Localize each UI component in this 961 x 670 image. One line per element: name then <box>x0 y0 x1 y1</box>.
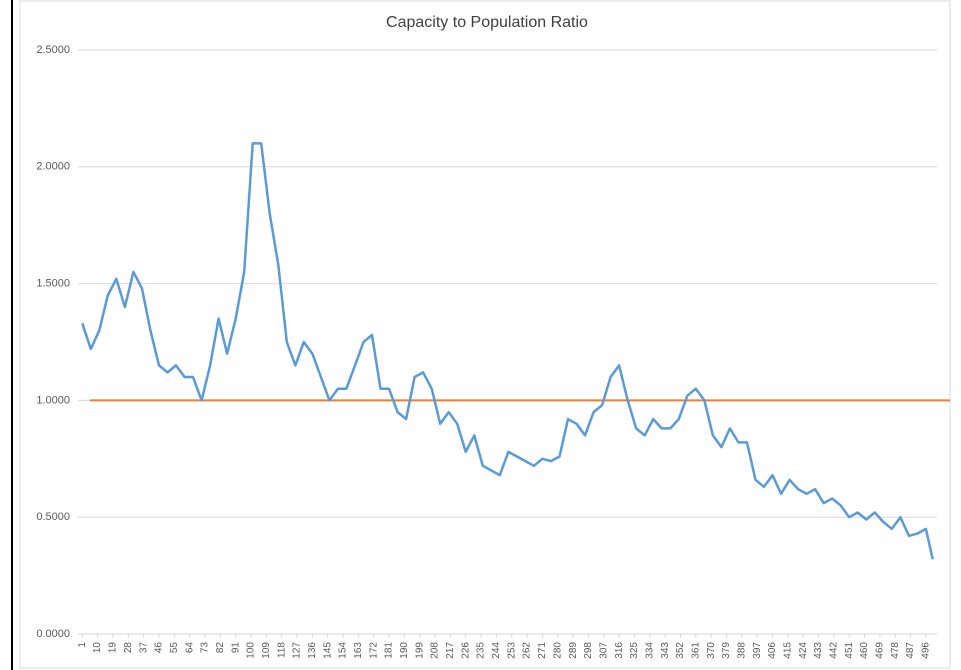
chart-frame <box>19 0 951 669</box>
x-tick-label: 82 <box>215 642 226 654</box>
x-tick-label: 325 <box>629 642 640 659</box>
x-tick-label: 190 <box>399 642 410 659</box>
x-tick-label: 226 <box>460 642 471 659</box>
x-tick-label: 118 <box>276 642 287 658</box>
x-tick-label: 262 <box>522 642 533 659</box>
x-tick-label: 208 <box>430 642 441 659</box>
y-tick-label: 1.5000 <box>36 278 70 290</box>
x-tick-label: 28 <box>123 642 134 654</box>
chart-title: Capacity to Population Ratio <box>386 14 588 31</box>
x-tick-label: 307 <box>598 642 609 659</box>
x-tick-label: 181 <box>384 642 395 659</box>
x-tick-label: 199 <box>414 642 425 659</box>
x-tick-label: 442 <box>829 642 840 659</box>
x-tick-label: 46 <box>154 642 165 654</box>
x-tick-label: 100 <box>246 642 257 659</box>
x-tick-label: 298 <box>583 642 594 659</box>
x-tick-label: 433 <box>813 642 824 659</box>
x-tick-label: 244 <box>491 642 502 659</box>
x-tick-label: 19 <box>108 642 119 654</box>
y-tick-label: 0.5000 <box>36 511 70 523</box>
x-tick-label: 1 <box>77 642 88 648</box>
x-tick-label: 280 <box>552 642 563 659</box>
x-tick-label: 424 <box>798 642 809 659</box>
y-tick-label: 0.0000 <box>36 628 70 640</box>
x-tick-label: 235 <box>476 642 487 659</box>
x-tick-label: 109 <box>261 642 272 659</box>
y-tick-label: 2.5000 <box>36 44 70 56</box>
x-tick-label: 253 <box>506 642 517 659</box>
x-tick-label: 388 <box>736 642 747 659</box>
data-line <box>81 142 934 560</box>
x-tick-label: 289 <box>568 642 579 659</box>
x-tick-label: 487 <box>905 642 916 659</box>
x-tick-label: 154 <box>338 642 349 659</box>
x-tick-label: 64 <box>184 642 195 654</box>
x-tick-label: 478 <box>890 642 901 659</box>
x-tick-label: 415 <box>783 642 794 659</box>
x-tick-label: 172 <box>368 642 379 659</box>
x-tick-label: 379 <box>721 642 732 659</box>
x-tick-label: 271 <box>537 642 548 659</box>
x-tick-label: 469 <box>875 642 886 659</box>
x-tick-label: 37 <box>138 642 149 654</box>
y-tick-label: 1.0000 <box>36 394 70 406</box>
x-tick-label: 451 <box>844 642 855 659</box>
x-tick-label: 55 <box>169 642 180 654</box>
x-tick-label: 316 <box>614 642 625 659</box>
x-tick-label: 406 <box>767 642 778 659</box>
x-tick-label: 334 <box>644 642 655 659</box>
x-tick-label: 397 <box>752 642 763 659</box>
x-tick-label: 352 <box>675 642 686 659</box>
x-tick-label: 163 <box>353 642 364 659</box>
x-tick-label: 91 <box>230 642 241 654</box>
x-tick-label: 145 <box>322 642 333 659</box>
x-tick-label: 73 <box>200 642 211 654</box>
x-tick-label: 343 <box>660 642 671 659</box>
x-tick-label: 217 <box>445 642 456 659</box>
x-tick-label: 127 <box>292 642 303 659</box>
x-tick-label: 496 <box>921 642 932 659</box>
x-tick-label: 136 <box>307 642 318 659</box>
x-tick-label: 460 <box>859 642 870 659</box>
x-tick-label: 10 <box>92 642 103 654</box>
y-tick-label: 2.0000 <box>36 161 70 173</box>
x-tick-label: 370 <box>706 642 717 659</box>
x-tick-label: 361 <box>690 642 701 659</box>
